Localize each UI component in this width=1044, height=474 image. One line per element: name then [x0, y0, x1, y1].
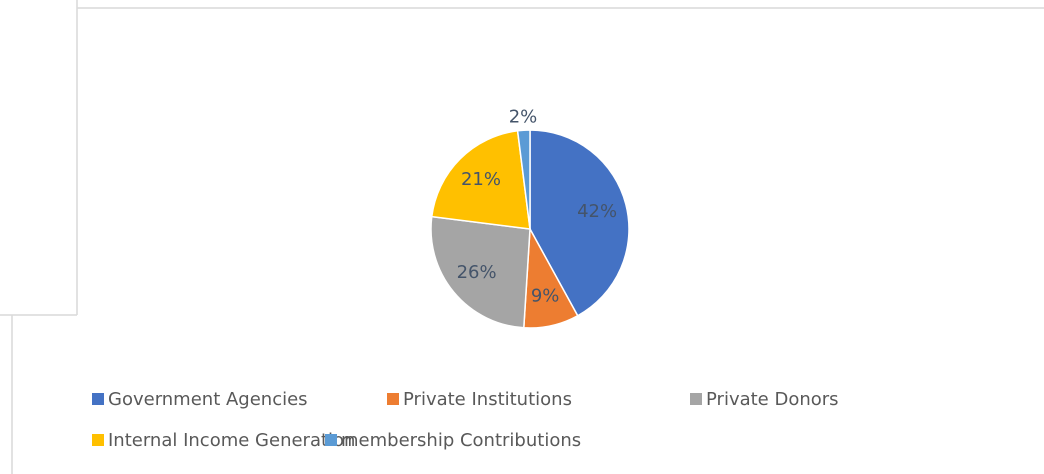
pie-slice [430, 129, 531, 230]
legend-swatch [92, 434, 104, 446]
data-label: 9% [531, 286, 560, 307]
legend-swatch [387, 393, 399, 405]
legend-label: Internal Income Generation [108, 430, 355, 451]
data-label: 42% [577, 201, 617, 222]
legend-swatch [92, 393, 104, 405]
legend-swatch [325, 434, 337, 446]
data-label: 2% [509, 106, 538, 127]
data-label: 26% [457, 262, 497, 283]
legend-label: Government Agencies [108, 389, 308, 410]
pie-slice [529, 129, 630, 317]
legend-label: membership Contributions [341, 430, 581, 451]
data-label: 21% [461, 169, 501, 190]
pie-slice [430, 215, 531, 329]
legend-label: Private Donors [706, 389, 839, 410]
legend-label: Private Institutions [403, 389, 572, 410]
legend-swatch [690, 393, 702, 405]
pie-slice [516, 129, 531, 230]
